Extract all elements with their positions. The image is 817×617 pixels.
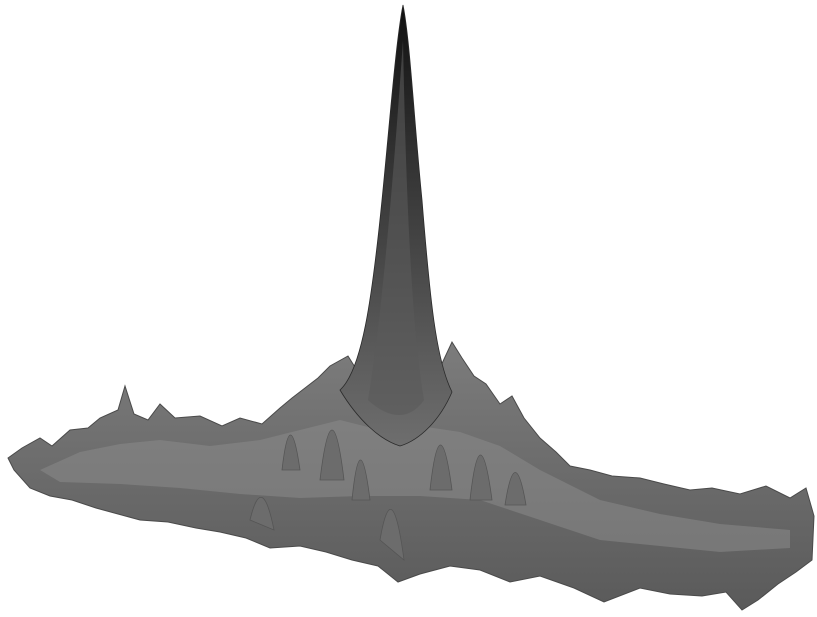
ripples: [249, 429, 527, 561]
ripple-band: [40, 420, 790, 552]
peak-highlight: [368, 40, 424, 415]
